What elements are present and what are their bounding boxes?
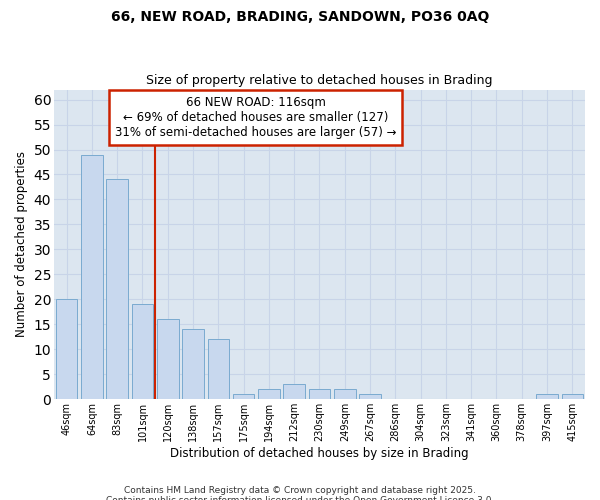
Text: 66, NEW ROAD, BRADING, SANDOWN, PO36 0AQ: 66, NEW ROAD, BRADING, SANDOWN, PO36 0AQ xyxy=(111,10,489,24)
Bar xyxy=(81,154,103,400)
Bar xyxy=(233,394,254,400)
Bar xyxy=(562,394,583,400)
Bar xyxy=(157,320,179,400)
Y-axis label: Number of detached properties: Number of detached properties xyxy=(15,152,28,338)
Bar xyxy=(536,394,558,400)
Text: Contains public sector information licensed under the Open Government Licence 3.: Contains public sector information licen… xyxy=(106,496,494,500)
X-axis label: Distribution of detached houses by size in Brading: Distribution of detached houses by size … xyxy=(170,447,469,460)
Text: Contains HM Land Registry data © Crown copyright and database right 2025.: Contains HM Land Registry data © Crown c… xyxy=(124,486,476,495)
Bar xyxy=(359,394,381,400)
Bar xyxy=(283,384,305,400)
Bar xyxy=(56,300,77,400)
Title: Size of property relative to detached houses in Brading: Size of property relative to detached ho… xyxy=(146,74,493,87)
Bar xyxy=(182,330,204,400)
Text: 66 NEW ROAD: 116sqm
← 69% of detached houses are smaller (127)
31% of semi-detac: 66 NEW ROAD: 116sqm ← 69% of detached ho… xyxy=(115,96,397,139)
Bar xyxy=(258,390,280,400)
Bar xyxy=(334,390,356,400)
Bar xyxy=(309,390,330,400)
Bar xyxy=(208,340,229,400)
Bar xyxy=(132,304,153,400)
Bar xyxy=(106,180,128,400)
